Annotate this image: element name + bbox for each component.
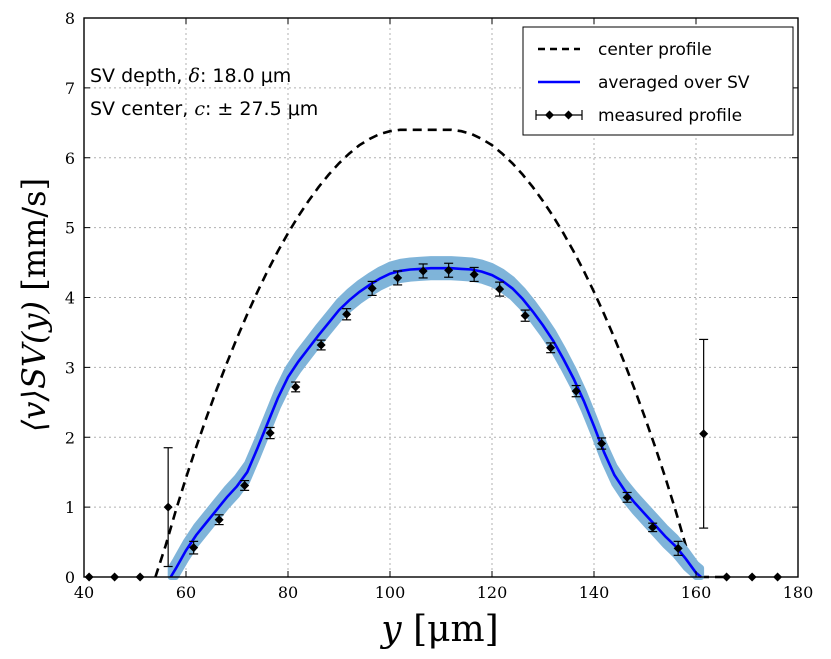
y-tick-label: 2	[65, 428, 75, 447]
measured-marker	[214, 515, 224, 525]
y-tick-label: 0	[65, 568, 75, 587]
y-tick-label: 7	[65, 79, 75, 98]
measured-marker	[495, 284, 505, 294]
measured-marker	[546, 343, 556, 353]
measured-point	[648, 522, 658, 533]
y-axis-label: ⟨v⟩SV(y) [mm/s]	[15, 178, 53, 432]
averaged-profile-line	[169, 266, 702, 579]
legend-swatch-measured	[535, 110, 583, 120]
measured-marker	[367, 283, 377, 293]
measured-point	[189, 540, 199, 555]
measured-point	[418, 263, 428, 279]
measured-point	[520, 309, 530, 322]
annotation-sv-center: SV center, c: ± 27.5 μm	[90, 98, 318, 120]
y-tick-label: 1	[65, 498, 75, 517]
legend-label-measured: measured profile	[598, 106, 742, 126]
measured-marker	[240, 480, 250, 490]
x-tick-label: 100	[375, 583, 406, 602]
y-tick-label: 8	[65, 9, 75, 28]
measured-point	[316, 339, 326, 351]
x-axis-label: y [μm]	[379, 609, 498, 650]
legend-label-averaged: averaged over SV	[598, 73, 750, 93]
legend: center profile averaged over SV measured…	[522, 26, 794, 136]
measured-marker	[469, 269, 479, 279]
measured-marker	[622, 492, 632, 502]
measured-point	[699, 338, 709, 529]
x-tick-label: 140	[579, 583, 610, 602]
measured-point	[265, 426, 275, 440]
measured-marker	[648, 522, 658, 532]
x-tick-label: 180	[783, 583, 814, 602]
measured-point	[291, 381, 301, 393]
measured-point	[393, 270, 403, 286]
measured-point	[622, 491, 632, 503]
measured-marker	[699, 429, 709, 439]
measured-marker	[597, 439, 607, 449]
x-tick-label: 160	[681, 583, 712, 602]
measured-marker	[673, 543, 683, 553]
measured-point	[469, 266, 479, 283]
measured-point	[214, 514, 224, 526]
measured-marker	[520, 311, 530, 321]
measured-marker	[163, 502, 173, 512]
measured-marker	[265, 428, 275, 438]
annotation-block: SV depth, δ: 18.0 μm SV center, c: ± 27.…	[90, 65, 318, 120]
measured-point	[546, 342, 556, 354]
grid-lines	[84, 18, 798, 577]
measured-marker	[316, 340, 326, 350]
measured-marker	[393, 273, 403, 283]
legend-label-center: center profile	[598, 40, 712, 60]
measured-point	[571, 384, 581, 398]
measured-point	[163, 447, 173, 568]
measured-point	[495, 281, 505, 297]
averaged-profile-series	[169, 266, 702, 579]
x-tick-label: 80	[278, 583, 298, 602]
x-tick-label: 120	[477, 583, 508, 602]
measured-point	[240, 479, 250, 491]
y-tick-label: 6	[65, 149, 75, 168]
x-tick-label: 60	[176, 583, 196, 602]
center-profile-series	[154, 128, 727, 579]
measured-point	[673, 540, 683, 556]
y-tick-label: 5	[65, 219, 75, 238]
axis-ticks: 40 60 80 100 120 140 160 180 0 1 2 3 4 5 6 7 8	[65, 9, 813, 602]
measured-point	[367, 280, 377, 297]
measured-marker	[342, 309, 352, 319]
measured-marker	[444, 265, 454, 275]
measured-point	[597, 437, 607, 450]
measured-point	[444, 262, 454, 278]
measured-marker	[291, 382, 301, 392]
x-tick-label: 40	[74, 583, 94, 602]
y-tick-label: 4	[65, 289, 75, 308]
measured-marker	[571, 386, 581, 396]
measured-point	[342, 308, 352, 321]
y-tick-label: 3	[65, 358, 75, 377]
annotation-sv-depth: SV depth, δ: 18.0 μm	[90, 65, 291, 87]
center-profile-line	[154, 128, 727, 579]
measured-marker	[189, 543, 199, 553]
measured-marker	[418, 266, 428, 276]
